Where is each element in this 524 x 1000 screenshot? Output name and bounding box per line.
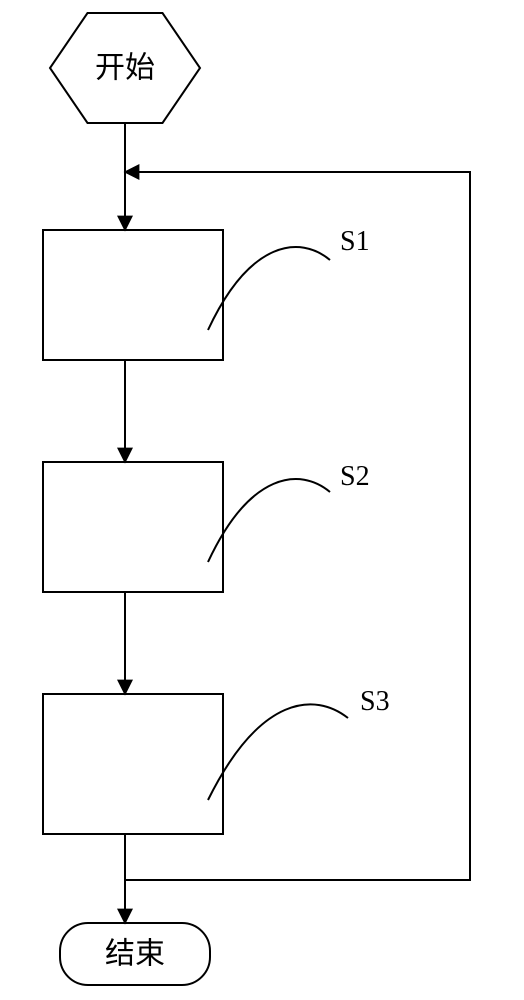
callout-curve-s2 — [208, 479, 330, 562]
tag-s2: S2 — [340, 461, 370, 492]
callout-curve-s3 — [208, 704, 348, 800]
process-s3 — [43, 694, 223, 834]
end-label: 结束 — [105, 938, 165, 971]
process-s1 — [43, 230, 223, 360]
feedback-loop — [125, 172, 470, 880]
callout-curve-s1 — [208, 247, 330, 330]
tag-s3: S3 — [360, 686, 390, 717]
start-label: 开始 — [95, 52, 155, 85]
tag-s1: S1 — [340, 226, 370, 257]
process-s2 — [43, 462, 223, 592]
